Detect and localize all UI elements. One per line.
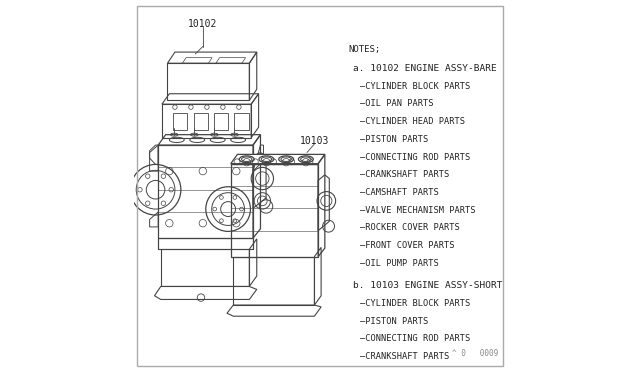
Text: —PISTON PARTS: —PISTON PARTS — [360, 317, 428, 326]
Bar — [234, 113, 248, 130]
Ellipse shape — [281, 157, 291, 161]
Text: —CONNECTING ROD PARTS: —CONNECTING ROD PARTS — [360, 153, 470, 161]
Text: a. 10102 ENGINE ASSY-BARE: a. 10102 ENGINE ASSY-BARE — [353, 64, 497, 73]
Text: —VALVE MECHANISM PARTS: —VALVE MECHANISM PARTS — [360, 206, 476, 215]
Bar — [214, 113, 228, 130]
Text: —OIL PAN PARTS: —OIL PAN PARTS — [360, 99, 434, 109]
Text: NOTES;: NOTES; — [348, 45, 380, 54]
Text: b. 10103 ENGINE ASSY-SHORT: b. 10103 ENGINE ASSY-SHORT — [353, 281, 503, 290]
Text: —FRONT COVER PARTS: —FRONT COVER PARTS — [360, 241, 454, 250]
Text: —PISTON PARTS: —PISTON PARTS — [360, 135, 428, 144]
Text: —CYLINDER HEAD PARTS: —CYLINDER HEAD PARTS — [360, 117, 465, 126]
Text: —CONNECTING ROD PARTS: —CONNECTING ROD PARTS — [360, 334, 470, 343]
Text: ^ 0   0009: ^ 0 0009 — [452, 349, 498, 358]
Ellipse shape — [301, 157, 311, 161]
Text: 10102: 10102 — [188, 19, 218, 29]
Text: —CRANKSHAFT PARTS: —CRANKSHAFT PARTS — [360, 170, 449, 179]
Ellipse shape — [261, 157, 271, 161]
Text: —CAMSHAFT PARTS: —CAMSHAFT PARTS — [360, 188, 439, 197]
Polygon shape — [231, 154, 325, 164]
Text: —ROCKER COVER PARTS: —ROCKER COVER PARTS — [360, 223, 460, 232]
Bar — [173, 113, 187, 130]
Text: —OIL PUMP PARTS: —OIL PUMP PARTS — [360, 259, 439, 268]
Text: 10103: 10103 — [300, 137, 329, 146]
Bar — [193, 113, 207, 130]
Text: —CYLINDER BLOCK PARTS: —CYLINDER BLOCK PARTS — [360, 82, 470, 91]
Text: —CRANKSHAFT PARTS: —CRANKSHAFT PARTS — [360, 352, 449, 361]
Text: —CYLINDER BLOCK PARTS: —CYLINDER BLOCK PARTS — [360, 299, 470, 308]
Ellipse shape — [241, 157, 252, 161]
